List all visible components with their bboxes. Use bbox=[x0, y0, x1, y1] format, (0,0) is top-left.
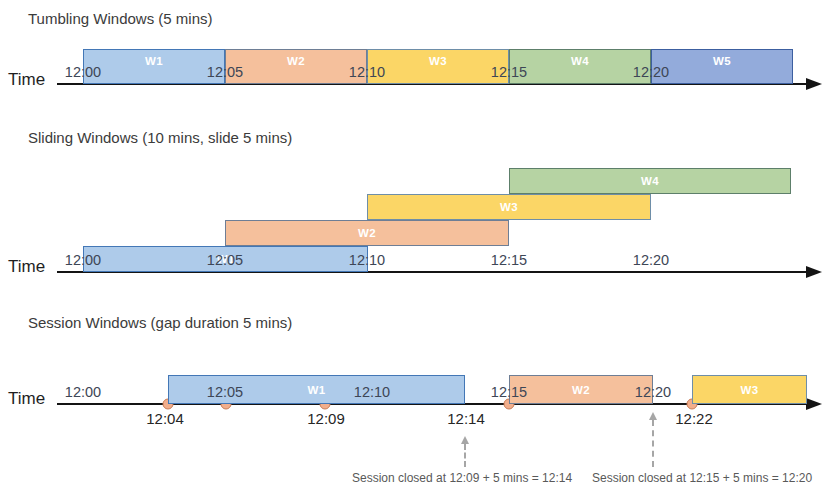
session-closed-arrow-1 bbox=[460, 436, 470, 467]
dashed-arrow-line bbox=[652, 420, 654, 467]
session-title: Session Windows (gap duration 5 mins) bbox=[28, 314, 292, 331]
session-window-w3: W3 bbox=[692, 375, 807, 404]
sliding-window-w3: W3 bbox=[367, 194, 651, 220]
window-label: W3 bbox=[429, 55, 447, 67]
session-event-label-1214: 12:14 bbox=[447, 410, 485, 427]
tumbling-tick-1220: 12:20 bbox=[633, 64, 669, 81]
session-closed-arrow-2 bbox=[648, 412, 658, 467]
sliding-tick-1215: 12:15 bbox=[491, 252, 527, 269]
window-label: W3 bbox=[500, 201, 518, 213]
window-label: W2 bbox=[358, 227, 376, 239]
session-window-w2: W2 bbox=[509, 375, 653, 404]
session-tick-1200: 12:00 bbox=[65, 384, 101, 401]
dashed-arrowhead-icon bbox=[649, 412, 657, 420]
session-event-label-1222: 12:22 bbox=[675, 410, 713, 427]
sliding-tick-1200: 12:00 bbox=[65, 252, 101, 269]
dashed-arrowhead-icon bbox=[461, 436, 469, 444]
tumbling-tick-1215: 12:15 bbox=[491, 64, 527, 81]
tumbling-window-w1: W1 bbox=[83, 49, 225, 84]
session-tick-1210: 12:10 bbox=[354, 384, 390, 401]
session-closed-annotation-1: Session closed at 12:09 + 5 mins = 12:14 bbox=[352, 471, 572, 485]
window-label: W4 bbox=[641, 175, 659, 187]
session-time-axis-label: Time bbox=[8, 389, 45, 409]
session-tick-1205: 12:05 bbox=[207, 384, 243, 401]
window-label: W2 bbox=[572, 384, 590, 396]
tumbling-window-w3: W3 bbox=[367, 49, 509, 84]
window-label: W3 bbox=[740, 384, 758, 396]
session-axis-arrowhead-icon bbox=[806, 398, 822, 410]
window-label: W2 bbox=[287, 55, 305, 67]
dashed-arrow-line bbox=[464, 444, 466, 467]
tumbling-window-w5: W5 bbox=[651, 49, 793, 84]
sliding-tick-1210: 12:10 bbox=[349, 252, 385, 269]
window-label: W5 bbox=[713, 55, 731, 67]
sliding-window-w4: W4 bbox=[509, 168, 791, 194]
session-tick-1215: 12:15 bbox=[491, 384, 527, 401]
sliding-time-axis-label: Time bbox=[8, 257, 45, 277]
window-label: W1 bbox=[145, 55, 163, 67]
session-closed-annotation-2: Session closed at 12:15 + 5 mins = 12:20 bbox=[592, 471, 812, 485]
sliding-axis-arrowhead-icon bbox=[806, 266, 822, 278]
tumbling-time-axis-label: Time bbox=[8, 70, 45, 90]
session-event-label-1209: 12:09 bbox=[307, 410, 345, 427]
session-tick-1220: 12:20 bbox=[635, 384, 671, 401]
tumbling-tick-1200: 12:00 bbox=[65, 64, 101, 81]
session-event-label-1204: 12:04 bbox=[146, 410, 184, 427]
tumbling-title: Tumbling Windows (5 mins) bbox=[28, 10, 213, 27]
sliding-title: Sliding Windows (10 mins, slide 5 mins) bbox=[28, 129, 292, 146]
sliding-window-w2: W2 bbox=[225, 220, 509, 246]
tumbling-tick-1205: 12:05 bbox=[207, 64, 243, 81]
tumbling-window-w4: W4 bbox=[509, 49, 651, 84]
tumbling-axis-arrowhead-icon bbox=[806, 78, 822, 90]
windowing-diagram: Tumbling Windows (5 mins) Time W1 W2 W3 … bbox=[0, 0, 829, 498]
window-label: W4 bbox=[571, 55, 589, 67]
sliding-tick-1220: 12:20 bbox=[633, 252, 669, 269]
sliding-tick-1205: 12:05 bbox=[207, 252, 243, 269]
tumbling-tick-1210: 12:10 bbox=[349, 64, 385, 81]
window-label: W1 bbox=[307, 384, 325, 396]
tumbling-window-w2: W2 bbox=[225, 49, 367, 84]
